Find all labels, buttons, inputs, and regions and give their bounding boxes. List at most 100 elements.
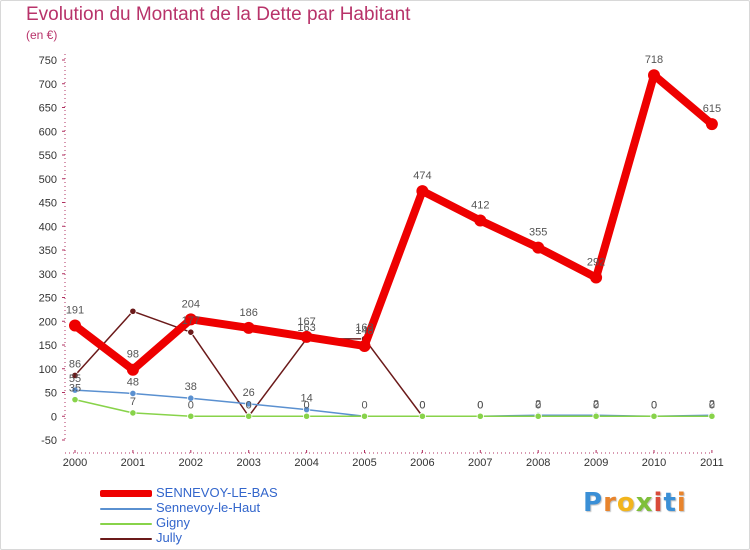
data-point-gigny — [592, 412, 600, 420]
x-tick-label: 2004 — [294, 457, 318, 469]
y-tick-label: -50 — [41, 435, 57, 447]
y-tick-label: 0 — [51, 411, 57, 423]
data-label-sennevoy-le-bas: 186 — [240, 307, 258, 319]
chart-legend: SENNEVOY-LE-BAS Sennevoy-le-Haut Gigny J… — [100, 485, 360, 546]
data-point-jully — [129, 307, 137, 315]
data-label-sennevoy-le-haut: 26 — [243, 387, 255, 399]
data-point-gigny — [476, 412, 484, 420]
data-label-sennevoy-le-bas: 148 — [355, 325, 373, 337]
x-tick-label: 2009 — [584, 457, 608, 469]
data-point-gigny — [302, 412, 311, 420]
logo-letter: o — [616, 488, 636, 518]
data-point-sennevoy-le-bas — [126, 363, 139, 376]
y-tick-label: 450 — [39, 198, 57, 210]
data-label-gigny: 35 — [69, 383, 81, 395]
data-label-jully: 163 — [355, 322, 373, 334]
legend-label: Sennevoy-le-Haut — [156, 500, 261, 515]
logo-letter: r — [603, 488, 617, 518]
data-label-jully: 0 — [709, 399, 715, 411]
data-point-sennevoy-le-bas — [184, 313, 197, 326]
chart-unit-label: (en €) — [26, 28, 58, 42]
data-point-gigny — [360, 412, 369, 420]
x-tick-label: 2006 — [410, 457, 434, 469]
data-label-sennevoy-le-bas: 191 — [66, 305, 84, 317]
data-label-sennevoy-le-bas: 718 — [645, 54, 663, 66]
data-point-gigny — [534, 412, 542, 420]
y-tick-label: 650 — [39, 103, 57, 115]
legend-label: Jully — [156, 530, 183, 545]
data-point-gigny — [187, 412, 195, 420]
legend-swatch — [100, 523, 152, 525]
y-tick-label: 200 — [39, 316, 57, 328]
data-label-sennevoy-le-bas: 474 — [413, 170, 431, 182]
data-label-gigny: 7 — [130, 396, 136, 408]
y-tick-label: 250 — [39, 293, 57, 305]
legend-item-sennevoy-le-bas: SENNEVOY-LE-BAS — [100, 485, 360, 501]
y-tick-label: 400 — [39, 221, 57, 233]
data-label-sennevoy-le-bas: 412 — [471, 200, 489, 212]
y-tick-label: 700 — [39, 79, 57, 91]
y-tick-label: 600 — [39, 126, 57, 138]
data-label-sennevoy-le-bas: 204 — [182, 298, 200, 310]
legend-item-jully: Jully — [100, 530, 360, 546]
x-tick-label: 2001 — [121, 457, 145, 469]
data-point-sennevoy-le-haut — [187, 394, 195, 402]
data-label-jully: 0 — [651, 399, 657, 411]
y-tick-label: 150 — [39, 340, 57, 352]
series-line-gigny — [74, 398, 713, 417]
data-label-sennevoy-le-haut: 2 — [709, 398, 715, 410]
proxiti-logo: Proxiti — [583, 488, 687, 518]
y-tick-label: 750 — [39, 55, 57, 67]
data-point-sennevoy-le-bas — [69, 319, 81, 332]
x-tick-label: 2002 — [179, 457, 203, 469]
data-point-sennevoy-le-bas — [242, 321, 255, 334]
data-point-sennevoy-le-haut — [71, 386, 79, 394]
data-point-gigny — [71, 396, 79, 404]
data-label-sennevoy-le-haut: 0 — [651, 399, 657, 411]
legend-label: SENNEVOY-LE-BAS — [156, 485, 278, 500]
x-tick-label: 2008 — [526, 457, 550, 469]
data-point-sennevoy-le-bas — [300, 330, 313, 343]
series-line-jully — [74, 310, 713, 417]
legend-item-gigny: Gigny — [100, 515, 360, 531]
data-label-sennevoy-le-haut: 14 — [300, 393, 312, 405]
data-label-jully: 0 — [419, 399, 425, 411]
y-tick-label: 100 — [39, 364, 57, 376]
data-point-jully — [187, 328, 195, 336]
logo-letter: P — [583, 488, 604, 518]
chart-title: Evolution du Montant de la Dette par Hab… — [26, 4, 411, 25]
data-point-sennevoy-le-bas — [705, 118, 718, 131]
data-label-sennevoy-le-bas: 292 — [587, 257, 605, 269]
y-tick-label: 300 — [39, 269, 57, 281]
data-point-sennevoy-le-haut — [129, 389, 137, 398]
x-tick-label: 2003 — [236, 457, 260, 469]
x-tick-label: 2005 — [352, 457, 376, 469]
data-label-gigny: 0 — [188, 399, 194, 411]
data-point-gigny — [245, 412, 253, 420]
data-point-sennevoy-le-bas — [416, 185, 429, 198]
data-label-sennevoy-le-haut: 48 — [127, 376, 139, 388]
data-point-gigny — [708, 412, 716, 420]
data-label-sennevoy-le-bas: 615 — [703, 103, 721, 115]
data-label-sennevoy-le-haut: 0 — [361, 399, 367, 411]
y-tick-label: 550 — [39, 150, 57, 162]
data-label-sennevoy-le-bas: 98 — [127, 349, 139, 361]
data-point-jully — [71, 371, 79, 379]
logo-letter: i — [653, 488, 664, 518]
series-line-sennevoy-le-bas — [71, 71, 716, 374]
data-label-sennevoy-le-bas: 167 — [297, 316, 315, 328]
data-label-sennevoy-le-haut: 0 — [477, 399, 483, 411]
series-line-sennevoy-le-haut — [74, 389, 713, 417]
data-label-sennevoy-le-haut: 38 — [185, 381, 197, 393]
x-tick-label: 2000 — [63, 457, 87, 469]
legend-item-sennevoy-le-haut: Sennevoy-le-Haut — [100, 500, 360, 516]
logo-letter: i — [676, 488, 687, 518]
x-tick-label: 2011 — [700, 457, 724, 469]
data-point-sennevoy-le-bas — [532, 241, 545, 254]
logo-letter: t — [663, 488, 677, 518]
data-label-jully: 177 — [182, 315, 200, 327]
data-point-sennevoy-le-bas — [358, 339, 371, 352]
data-label-jully: 163 — [297, 322, 315, 334]
